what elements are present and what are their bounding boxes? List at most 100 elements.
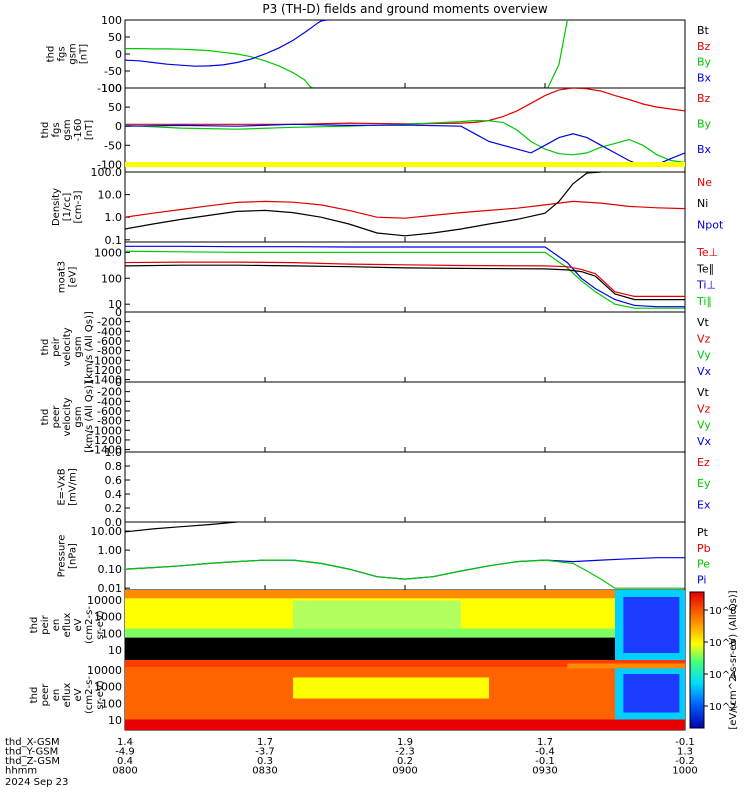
y-axis-label: [1/cc] xyxy=(62,193,73,222)
x-axis-value: 1.4 xyxy=(117,737,133,748)
y-axis-label: thd xyxy=(40,339,51,356)
heatmap-cell xyxy=(623,597,680,653)
series-line-Te⊥ xyxy=(125,261,685,297)
y-tick-label: 0.1 xyxy=(105,234,123,247)
y-tick-label: 0 xyxy=(115,120,122,133)
heatmap-cell xyxy=(125,660,685,667)
legend-entry: Vt xyxy=(697,316,710,329)
y-axis-label: fgs xyxy=(51,122,62,137)
colorbar-tick-label: 10^4 xyxy=(709,670,736,681)
y-axis-label: [eV] xyxy=(68,267,79,288)
y-tick-label: 10000 xyxy=(87,594,122,607)
y-axis-label: (cm2-s- xyxy=(84,676,95,714)
y-axis-label: fgs xyxy=(57,46,68,61)
y-axis-label: en xyxy=(51,619,62,632)
y-tick-label: -1400 xyxy=(90,374,122,387)
x-axis-value: 1.3 xyxy=(677,747,693,758)
y-tick-label: -1400 xyxy=(90,444,122,457)
x-axis-value: -0.1 xyxy=(535,756,555,767)
legend-entry: Ni xyxy=(697,197,708,210)
y-tick-label: 1.0 xyxy=(105,446,123,459)
y-tick-label: -100 xyxy=(97,158,122,171)
y-axis-label: peer xyxy=(51,405,62,429)
y-tick-label: -50 xyxy=(104,139,122,152)
y-tick-label: 10 xyxy=(108,644,122,657)
y-tick-label: -200 xyxy=(97,316,122,329)
y-tick-label: -800 xyxy=(97,415,122,428)
panel-density: 100.0 10.0 1.0 0.1 Density [1/cc] [cm-3] Ne Ni Np… xyxy=(51,166,724,247)
series-line-Bx xyxy=(125,20,330,67)
y-tick-label: 0 xyxy=(115,306,122,319)
y-tick-label: 1.0 xyxy=(105,211,123,224)
y-tick-label: -1200 xyxy=(90,434,122,447)
legend-entry: By xyxy=(697,56,712,69)
x-axis-value: 0.3 xyxy=(257,756,273,767)
y-axis-label: [nT] xyxy=(84,120,95,140)
panel-frame xyxy=(124,87,686,173)
y-tick-label: -600 xyxy=(97,405,122,418)
y-axis-label: thd xyxy=(29,687,40,704)
legend-entry: Pe xyxy=(697,558,710,571)
y-tick-label: 100 xyxy=(101,14,122,27)
x-axis-row-label: hhmm xyxy=(5,766,37,777)
y-tick-label: -100 xyxy=(97,82,122,95)
heatmap-cell xyxy=(125,637,615,660)
y-tick-label: -400 xyxy=(97,395,122,408)
y-axis-label: gsm xyxy=(62,119,73,140)
heatmap-cell xyxy=(125,628,615,638)
y-axis-label: peir xyxy=(51,336,62,356)
x-axis-value: 1.7 xyxy=(537,737,553,748)
legend-entry: Npot xyxy=(697,218,724,231)
y-axis-label: eflux xyxy=(62,613,73,638)
colorbar-label: [eV/(cm^2-s-sr-eV) (All Qs)] xyxy=(728,590,739,729)
y-tick-label: -1200 xyxy=(90,364,122,377)
legend-entry: Bz xyxy=(697,92,711,105)
y-axis-label: moat3 xyxy=(57,261,68,293)
x-axis-value: -0.1 xyxy=(675,737,695,748)
y-tick-label: 0.8 xyxy=(105,460,123,473)
x-axis-value: -0.4 xyxy=(535,747,555,758)
y-tick-label: 10 xyxy=(108,714,122,727)
y-axis-label: thd xyxy=(46,46,57,63)
y-axis-label: (cm2-s- xyxy=(84,606,95,644)
series-line-Ne xyxy=(125,200,685,219)
panel-efield: 1.00.80.60.40.20.0 E=-VxB [mV/m] Ez Ey Ex xyxy=(57,446,711,529)
y-tick-label: 10.0 xyxy=(98,189,123,202)
legend-entry: Vz xyxy=(697,402,711,415)
x-axis-value: 0930 xyxy=(532,766,557,777)
legend-entry: Ti⊥ xyxy=(696,279,716,292)
heatmap-cell xyxy=(293,677,489,702)
y-axis-label: gsm xyxy=(68,43,79,64)
legend-entry: Bx xyxy=(697,71,712,84)
panel-temperature: 1000 100 10 moat3 [eV] Te⊥ Te∥ Ti⊥ Ti∥ xyxy=(57,241,718,313)
colorbar-tick-label: 10^6 xyxy=(709,638,736,649)
colorbar-gradient xyxy=(689,591,705,729)
legend-entry: By xyxy=(697,117,712,130)
x-axis-value: 1000 xyxy=(672,766,697,777)
legend-entry: Vy xyxy=(697,349,711,362)
x-axis-value: 0.2 xyxy=(397,756,413,767)
date-label: 2024 Sep 23 xyxy=(5,777,68,788)
legend-entry: Pi xyxy=(697,573,706,586)
legend-entry: Vx xyxy=(697,365,712,378)
legend-entry: Vx xyxy=(697,435,712,448)
x-axis-value: 0900 xyxy=(392,766,417,777)
y-tick-label: -800 xyxy=(97,345,122,358)
legend-entry: Pb xyxy=(697,542,711,555)
panel-frame xyxy=(124,381,686,453)
y-tick-label: 0.10 xyxy=(98,563,123,576)
x-axis-value: -4.9 xyxy=(115,747,135,758)
y-axis-label: sr-eV) xyxy=(95,610,106,639)
y-tick-label: 50 xyxy=(108,31,122,44)
y-tick-label: 100.0 xyxy=(91,166,123,179)
legend-entry: Bx xyxy=(697,143,712,156)
x-axis-row-label: thd_X-GSM xyxy=(5,737,60,748)
panel-frame xyxy=(124,451,686,523)
y-tick-label: 0.2 xyxy=(105,502,123,515)
colorbar-tick-label: 10^2 xyxy=(709,702,736,713)
y-axis-label: Pressure xyxy=(57,535,68,578)
series-line-Te∥ xyxy=(125,264,685,301)
panel-panel1: 100 50 0 -50 -100 thd fgs gsm [nT] Bt Bz By Bx xyxy=(46,14,712,95)
series-line-Ni xyxy=(125,172,602,237)
series-line-Pt xyxy=(125,522,238,533)
